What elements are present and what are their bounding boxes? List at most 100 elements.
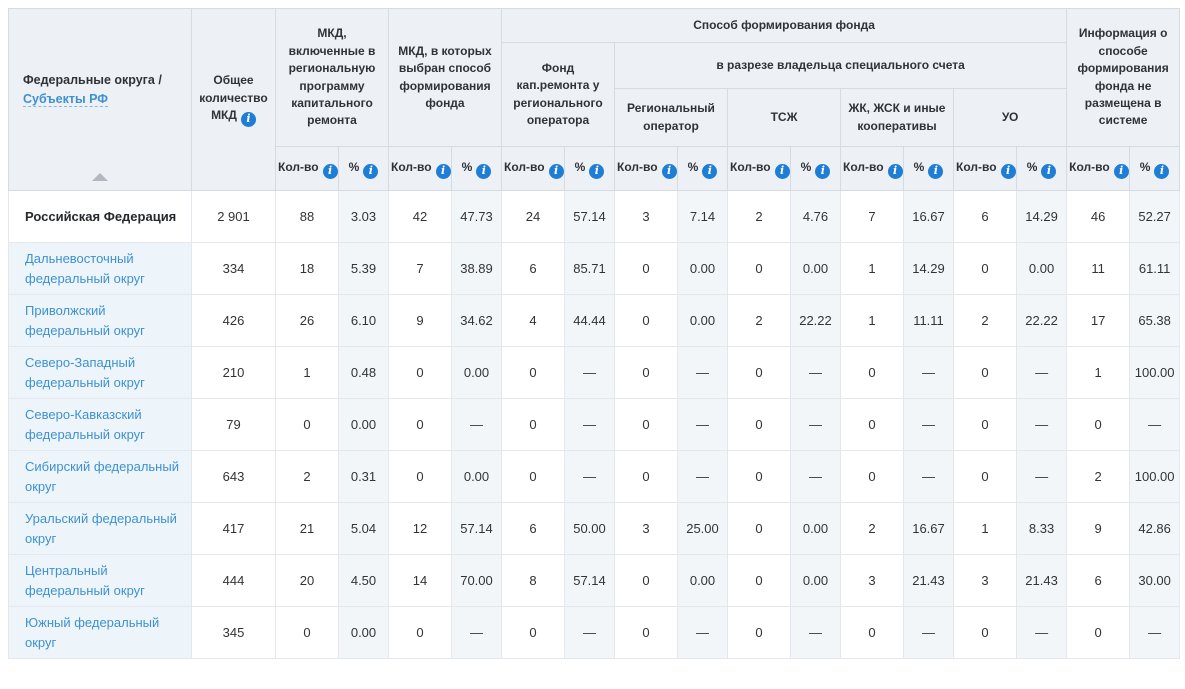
count-header-label: Кол-во xyxy=(391,159,432,174)
cell-value: 0 xyxy=(1066,398,1131,451)
header-included-program: МКД, включенные в региональную программу… xyxy=(275,8,389,147)
sort-asc-icon[interactable] xyxy=(92,173,108,181)
cell-value: — xyxy=(790,450,841,503)
cell-value: 0 xyxy=(953,606,1017,659)
cell-value: 0 xyxy=(1066,606,1131,659)
cell-value: 8.33 xyxy=(1015,502,1068,555)
info-icon[interactable]: i xyxy=(363,163,379,179)
cell-value: 8 xyxy=(501,554,565,607)
cell-value: 65.38 xyxy=(1129,294,1181,347)
cell-value: 3 xyxy=(953,554,1017,607)
count-header-label: Кол-во xyxy=(730,159,771,174)
cell-value: 61.11 xyxy=(1129,242,1181,295)
cell-value: 22.22 xyxy=(1015,294,1068,347)
count-header-label: Кол-во xyxy=(1069,159,1110,174)
region-cell: Сибирский федеральный округ xyxy=(8,450,192,503)
region-link[interactable]: Северо-Западный федеральный округ xyxy=(25,355,145,390)
info-icon[interactable]: i xyxy=(815,163,831,179)
cell-value: 0.00 xyxy=(451,450,502,503)
cell-value: 417 xyxy=(191,502,276,555)
cell-value: 79 xyxy=(191,398,276,451)
region-link[interactable]: Центральный федеральный округ xyxy=(25,563,145,598)
header-federal-districts: Федеральные округа / Субъекты РФ xyxy=(8,8,192,191)
cell-value: 1 xyxy=(953,502,1017,555)
cell-value: 2 xyxy=(275,450,339,503)
cell-value: 0.00 xyxy=(677,554,728,607)
info-icon[interactable]: i xyxy=(1041,163,1057,179)
info-icon[interactable]: i xyxy=(661,163,677,179)
table-row: Южный федеральный округ 345 0 0.00 0—0—0—0—0… xyxy=(8,606,1181,659)
info-icon[interactable]: i xyxy=(1113,163,1129,179)
cell-value: — xyxy=(903,398,954,451)
info-icon[interactable]: i xyxy=(589,163,605,179)
cell-value: 1 xyxy=(840,294,904,347)
info-icon[interactable]: i xyxy=(435,163,451,179)
region-link[interactable]: Северо-Кавказский федеральный округ xyxy=(25,407,145,442)
cell-value: 0 xyxy=(501,346,565,399)
region-link[interactable]: Уральский федеральный округ xyxy=(25,511,177,546)
cell-value: 0 xyxy=(727,242,791,295)
cell-value: 2 xyxy=(953,294,1017,347)
count-header: Кол-во i xyxy=(840,146,904,191)
header-regional-operator-fund: Фонд кап.ремонта у регионального операто… xyxy=(501,42,615,147)
cell-value: 4 xyxy=(501,294,565,347)
cell-value: 26 xyxy=(275,294,339,347)
cell-value: 14.29 xyxy=(903,242,954,295)
region-link[interactable]: Южный федеральный округ xyxy=(25,615,160,650)
info-icon[interactable]: i xyxy=(322,163,338,179)
cell-value: — xyxy=(903,606,954,659)
info-icon[interactable]: i xyxy=(1000,163,1016,179)
percent-header: % i xyxy=(677,146,728,191)
region-link[interactable]: Сибирский федеральный округ xyxy=(25,459,179,494)
table-header: Федеральные округа / Субъекты РФ Общее к… xyxy=(8,8,1181,191)
percent-header-label: % xyxy=(1139,159,1151,174)
cell-value: 2 901 xyxy=(191,190,276,243)
header-special-account-owner: в разрезе владельца специального счета xyxy=(613,42,1068,89)
cell-value: 3 xyxy=(840,554,904,607)
info-icon[interactable]: i xyxy=(928,163,944,179)
cell-value: 42.86 xyxy=(1129,502,1181,555)
cell-value: 0 xyxy=(614,398,678,451)
subjects-rf-link[interactable]: Субъекты РФ xyxy=(23,91,108,107)
region-link[interactable]: Приволжский федеральный округ xyxy=(25,303,145,338)
cell-value: 0.00 xyxy=(677,242,728,295)
info-icon[interactable]: i xyxy=(240,111,256,127)
cell-value: 9 xyxy=(1066,502,1131,555)
cell-value: — xyxy=(1129,606,1181,659)
region-link[interactable]: Дальневосточный федеральный округ xyxy=(25,251,145,286)
cell-value: — xyxy=(790,346,841,399)
cell-value: 38.89 xyxy=(451,242,502,295)
cell-value: 345 xyxy=(191,606,276,659)
fund-formation-report: Федеральные округа / Субъекты РФ Общее к… xyxy=(8,8,1181,659)
cell-value: 0 xyxy=(727,450,791,503)
cell-value: — xyxy=(564,606,615,659)
info-icon[interactable]: i xyxy=(774,163,790,179)
percent-header: % i xyxy=(790,146,841,191)
info-icon[interactable]: i xyxy=(887,163,903,179)
cell-value: 0 xyxy=(614,294,678,347)
info-icon[interactable]: i xyxy=(1154,163,1170,179)
region-cell: Российская Федерация xyxy=(8,190,192,243)
info-icon[interactable]: i xyxy=(702,163,718,179)
cell-value: 7 xyxy=(388,242,452,295)
info-icon[interactable]: i xyxy=(548,163,564,179)
cell-value: 7 xyxy=(840,190,904,243)
info-icon[interactable]: i xyxy=(476,163,492,179)
cell-value: 11 xyxy=(1066,242,1131,295)
cell-value: 0.00 xyxy=(790,554,841,607)
cell-value: 210 xyxy=(191,346,276,399)
header-regional-operator: Региональный оператор xyxy=(614,88,728,147)
cell-value: 50.00 xyxy=(564,502,615,555)
cell-value: 0 xyxy=(275,398,339,451)
cell-value: 0 xyxy=(953,398,1017,451)
count-header-label: Кол-во xyxy=(617,159,658,174)
cell-value: 0 xyxy=(727,502,791,555)
cell-value: — xyxy=(564,346,615,399)
cell-value: — xyxy=(1015,346,1068,399)
cell-value: 14 xyxy=(388,554,452,607)
cell-value: 12 xyxy=(388,502,452,555)
cell-value: 3.03 xyxy=(338,190,389,243)
cell-value: 6 xyxy=(501,502,565,555)
cell-value: 643 xyxy=(191,450,276,503)
count-header: Кол-во i xyxy=(953,146,1017,191)
